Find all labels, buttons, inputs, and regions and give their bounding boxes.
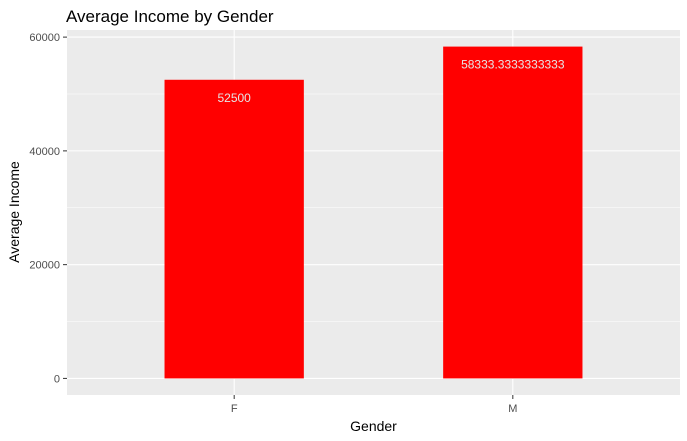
plot-panel <box>67 30 680 395</box>
x-axis-title: Gender <box>350 418 397 434</box>
bars <box>164 46 583 379</box>
y-tick-label: 0 <box>54 373 60 385</box>
chart-title: Average Income by Gender <box>66 7 274 26</box>
y-tick-label: 20000 <box>29 260 60 272</box>
y-tick-label: 60000 <box>29 32 60 44</box>
bar-f <box>164 79 304 379</box>
data-labels: 52500 58333.3333333333 <box>217 58 564 105</box>
x-tick-label: F <box>231 403 238 415</box>
y-axis-ticks: 0 20000 40000 60000 <box>29 32 67 385</box>
y-axis-title: Average Income <box>6 161 22 263</box>
bar-m <box>443 46 583 379</box>
bar-value-label: 52500 <box>217 91 251 105</box>
bar-value-label: 58333.3333333333 <box>461 58 565 72</box>
x-tick-label: M <box>508 403 517 415</box>
y-tick-label: 40000 <box>29 146 60 158</box>
